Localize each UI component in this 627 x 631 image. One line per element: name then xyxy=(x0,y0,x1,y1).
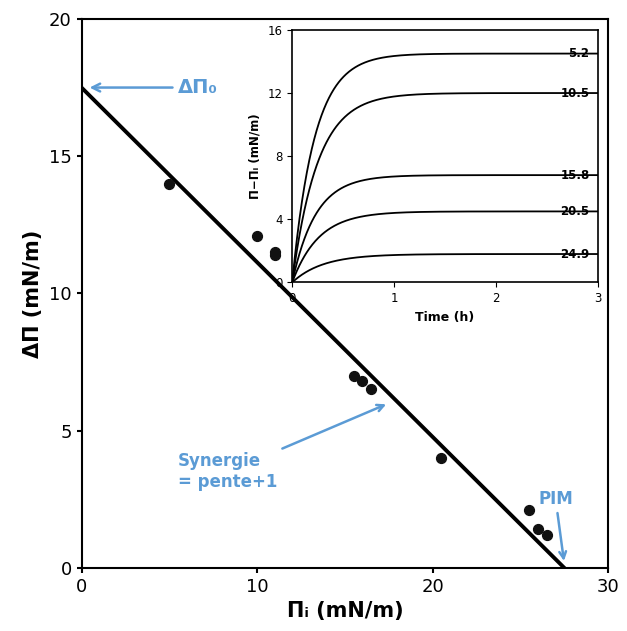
X-axis label: Πᵢ (mN/m): Πᵢ (mN/m) xyxy=(287,601,403,621)
Point xyxy=(436,453,446,463)
Point xyxy=(524,505,534,516)
Text: Synergie
= pente+1: Synergie = pente+1 xyxy=(178,405,384,491)
Point xyxy=(533,524,543,534)
Text: PIM: PIM xyxy=(538,490,573,558)
Point xyxy=(270,247,280,257)
Y-axis label: ΔΠ (mN/m): ΔΠ (mN/m) xyxy=(23,229,43,358)
Point xyxy=(164,179,174,189)
Point xyxy=(349,371,359,381)
Point xyxy=(542,530,552,540)
Text: ΔΠ₀: ΔΠ₀ xyxy=(92,78,218,97)
Point xyxy=(252,231,262,241)
Point xyxy=(270,250,280,260)
Point xyxy=(366,384,376,394)
Point xyxy=(357,376,367,386)
